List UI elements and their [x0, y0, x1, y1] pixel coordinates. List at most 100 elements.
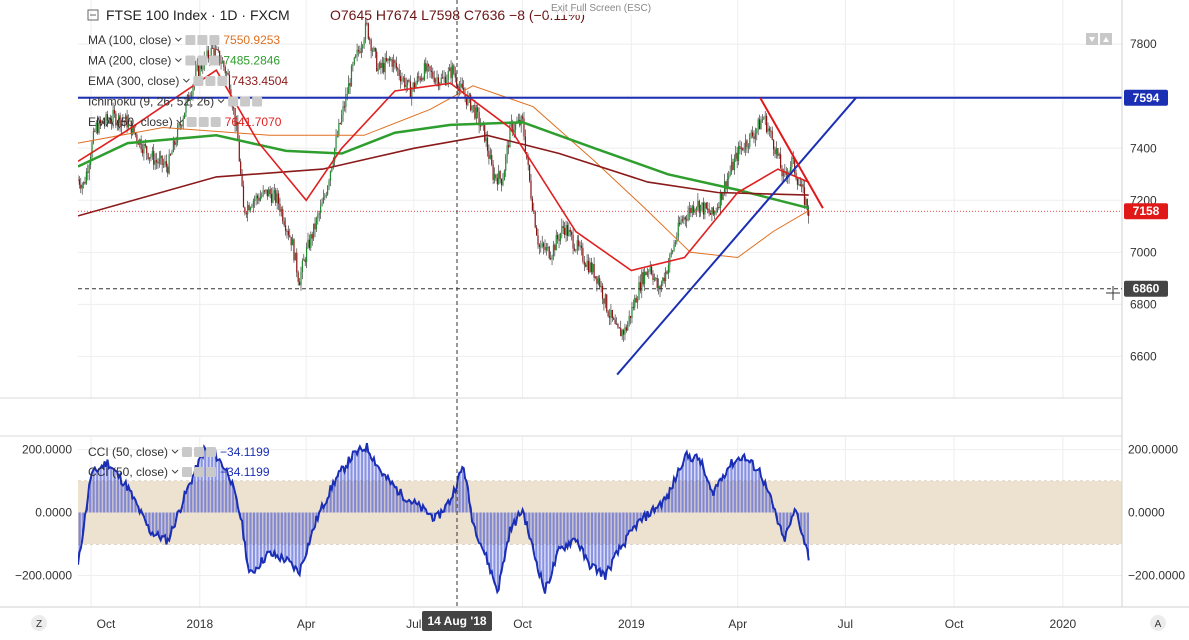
exit-fullscreen-button[interactable]: Exit Full Screen (ESC): [548, 1, 660, 15]
candle-body: [694, 209, 696, 213]
chevron-down-icon[interactable]: [217, 99, 225, 104]
zoom-corner-text[interactable]: Z: [36, 619, 42, 630]
cci-axis-left: −200.0000 0.0000 200.0000: [15, 443, 72, 583]
indicator-legend-item[interactable]: MA (100, close) 7550.9253: [88, 33, 280, 47]
candle-body: [681, 219, 684, 221]
chevron-down-icon[interactable]: [171, 449, 179, 454]
candle-body: [251, 206, 253, 208]
eye-icon[interactable]: [197, 35, 208, 45]
candle-body: [286, 230, 288, 232]
close-icon[interactable]: [217, 76, 228, 86]
candle-body: [437, 77, 440, 87]
ascending-trendline[interactable]: [616, 97, 857, 376]
candle-body: [118, 115, 120, 123]
indicator-legend-item[interactable]: EMA (300, close) 7433.4504: [88, 74, 288, 88]
candle-body: [190, 95, 193, 98]
candle-body: [460, 83, 462, 88]
settings-icon[interactable]: [193, 76, 204, 86]
candle-body: [269, 189, 271, 195]
close-icon[interactable]: [206, 467, 217, 477]
candle-body: [258, 198, 260, 201]
indicator-label: MA (100, close): [88, 33, 171, 47]
indicator-legend-item[interactable]: MA (200, close) 7485.2846: [88, 54, 280, 68]
eye-icon[interactable]: [194, 447, 205, 457]
auto-scale-button[interactable]: A: [1150, 615, 1166, 631]
pane-controls[interactable]: [1086, 33, 1112, 45]
candle-body: [753, 136, 755, 139]
candle-body: [509, 124, 511, 148]
price-axis[interactable]: 6600680070007200740076007800: [1130, 37, 1157, 363]
chevron-down-icon[interactable]: [175, 37, 182, 42]
candle-body: [129, 120, 131, 122]
candle-body: [551, 256, 553, 260]
close-icon[interactable]: [252, 96, 263, 107]
candle-body: [792, 157, 794, 159]
time-axis[interactable]: Oct 2018 Apr Jul Oct 2019 Apr Jul Oct 2020: [97, 617, 1077, 631]
candle-body: [554, 244, 556, 251]
settings-icon[interactable]: [186, 117, 197, 127]
cci-legend-item[interactable]: CCI (50, close) −34.1199: [88, 445, 270, 459]
indicator-legends[interactable]: MA (100, close) 7550.9253 MA (200, close) 7…: [88, 33, 288, 129]
cci-legend-item[interactable]: CCI (50, close) −34.1199: [88, 465, 270, 479]
candle-body: [484, 125, 486, 142]
candle-body: [401, 78, 403, 82]
indicator-label: MA (200, close): [88, 54, 171, 68]
candle-body: [397, 68, 399, 70]
candle-body: [293, 239, 295, 261]
candle-body: [615, 323, 618, 325]
candle-body: [756, 128, 758, 134]
close-icon[interactable]: [206, 447, 217, 457]
candle-body: [667, 265, 670, 274]
candle-body: [631, 306, 633, 318]
candle-body: [346, 93, 348, 95]
candle-body: [440, 77, 442, 84]
settings-icon[interactable]: [185, 35, 196, 45]
zoom-corner-button[interactable]: Z: [31, 615, 47, 631]
chevron-down-icon[interactable]: [171, 469, 179, 474]
collapse-icon[interactable]: [87, 9, 99, 21]
candle-body: [600, 285, 602, 288]
auto-scale-text[interactable]: A: [1155, 619, 1162, 630]
candle-body: [359, 51, 361, 53]
candle-body: [606, 294, 608, 312]
cci-legends[interactable]: CCI (50, close) −34.1199 CCI (50, close) −3…: [88, 445, 270, 479]
candle-body: [237, 122, 239, 141]
candle-body: [728, 175, 730, 179]
candle-body: [165, 161, 167, 167]
candle-body: [366, 22, 368, 24]
candle-body: [364, 22, 367, 40]
eye-icon[interactable]: [240, 96, 251, 107]
candle-body: [436, 77, 438, 80]
candle-body: [767, 128, 769, 132]
exit-fullscreen-text[interactable]: Exit Full Screen (ESC): [551, 3, 651, 14]
eye-icon[interactable]: [205, 76, 216, 86]
chevron-down-icon[interactable]: [183, 78, 190, 83]
candle-body: [172, 140, 174, 153]
eye-icon[interactable]: [194, 467, 205, 477]
settings-icon[interactable]: [182, 447, 193, 457]
close-icon[interactable]: [209, 55, 220, 66]
trendline-drawings[interactable]: [78, 96, 1122, 376]
candle-body: [418, 76, 420, 78]
candle-body: [195, 68, 197, 79]
candle-body: [701, 202, 703, 205]
candle-body: [528, 164, 531, 181]
chevron-down-icon[interactable]: [175, 58, 182, 63]
eye-icon[interactable]: [198, 117, 209, 127]
settings-icon[interactable]: [228, 96, 239, 107]
indicator-legend-item[interactable]: EMA (50, close) 7641.7070: [88, 115, 282, 129]
close-icon[interactable]: [209, 35, 220, 45]
settings-icon[interactable]: [182, 467, 193, 477]
candle-body: [597, 278, 599, 284]
close-icon[interactable]: [210, 117, 221, 127]
descending-trendline[interactable]: [759, 97, 824, 209]
settings-icon[interactable]: [185, 55, 196, 66]
cci-axis-right[interactable]: −200.0000 0.0000 200.0000: [1128, 443, 1185, 583]
candle-body: [764, 115, 766, 118]
candle-body: [732, 161, 734, 171]
indicator-legend-item[interactable]: Ichimoku (9, 26, 52, 26): [88, 95, 263, 109]
candle-body: [672, 250, 674, 253]
eye-icon[interactable]: [197, 55, 208, 66]
chevron-down-icon[interactable]: [176, 119, 184, 124]
